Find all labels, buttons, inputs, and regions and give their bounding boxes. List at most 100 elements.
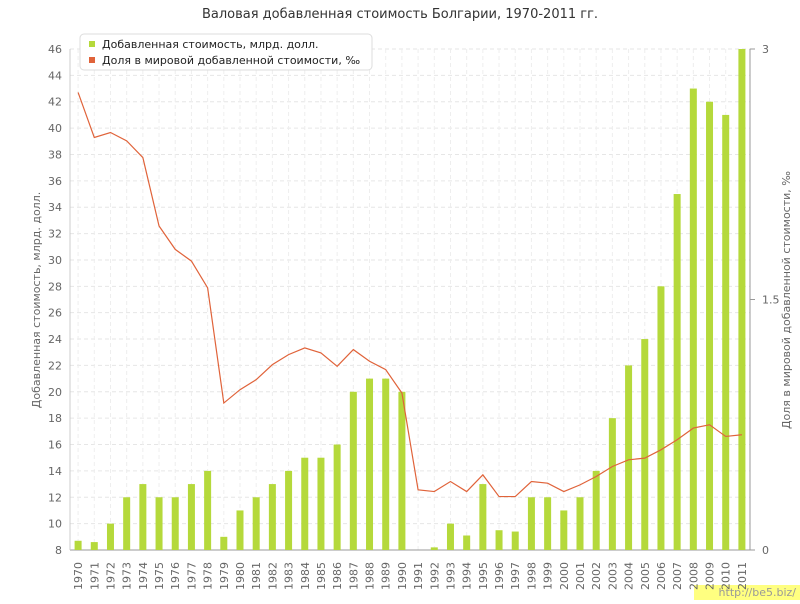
bar — [349, 391, 357, 550]
y-axis-label: Добавленная стоимость, млрд. долл. — [30, 192, 43, 408]
x-tick-label: 1993 — [444, 562, 457, 590]
bar — [155, 497, 163, 550]
y-tick-label: 22 — [48, 359, 62, 372]
x-tick-label: 1989 — [380, 562, 393, 590]
y-tick-label: 16 — [48, 439, 62, 452]
bar — [268, 484, 276, 550]
x-tick-label: 2001 — [574, 562, 587, 590]
bar — [738, 49, 746, 550]
bar — [366, 378, 374, 550]
bar — [625, 365, 633, 550]
x-tick-label: 1985 — [315, 562, 328, 590]
x-tick-label: 1977 — [185, 562, 198, 590]
bar — [446, 523, 454, 550]
bar — [171, 497, 179, 550]
legend-swatch — [89, 41, 95, 47]
x-tick-label: 1979 — [218, 562, 231, 590]
y-tick-label: 8 — [55, 544, 62, 557]
bar — [527, 497, 535, 550]
y-tick-label: 28 — [48, 280, 62, 293]
watermark-bg — [694, 585, 800, 600]
y-tick-label: 20 — [48, 386, 62, 399]
legend: Добавленная стоимость, млрд. долл. Доля в… — [79, 33, 373, 71]
x-tick-label: 1998 — [525, 562, 538, 590]
x-tick-label: 2011 — [736, 562, 749, 590]
bar — [139, 484, 147, 550]
line — [77, 92, 742, 498]
legend-label: Доля в мировой добавленной стоимости, ‰ — [102, 54, 360, 67]
x-tick-label: 1981 — [250, 562, 263, 590]
x-tick-label: 1988 — [364, 562, 377, 590]
x-tick-label: 1974 — [137, 562, 150, 590]
x-tick-label: 1996 — [493, 562, 506, 590]
x-tick-label: 1972 — [104, 562, 117, 590]
bar — [673, 194, 681, 551]
y-tick-label: 14 — [48, 465, 62, 478]
bar — [560, 510, 568, 550]
bar — [236, 510, 244, 550]
bar — [382, 378, 390, 550]
bar — [252, 497, 260, 550]
y-tick-label: 30 — [48, 254, 62, 267]
x-tick-label: 1983 — [283, 562, 296, 590]
bar — [722, 114, 730, 550]
chart-title: Валовая добавленная стоимость Болгарии, … — [202, 7, 598, 22]
bar — [657, 286, 665, 550]
y-tick-label: 44 — [48, 69, 62, 82]
bar — [576, 497, 584, 550]
bar — [90, 542, 98, 550]
y-tick-label: 34 — [48, 201, 62, 214]
x-tick-label: 1997 — [509, 562, 522, 590]
x-tick-label: 1970 — [72, 562, 85, 590]
bar — [187, 484, 195, 550]
bar — [463, 535, 471, 550]
y-tick-label: 40 — [48, 122, 62, 135]
y-tick-label: 36 — [48, 175, 62, 188]
x-tick-label: 2005 — [639, 562, 652, 590]
x-tick-label: 1999 — [542, 562, 555, 590]
bar — [204, 470, 212, 550]
y2-tick-label: 1.5 — [762, 294, 780, 307]
bar — [706, 101, 714, 550]
plot-area — [70, 49, 750, 550]
y-tick-label: 38 — [48, 148, 62, 161]
x-tick-label: 1973 — [121, 562, 134, 590]
x-tick-label: 1971 — [88, 562, 101, 590]
bar — [398, 391, 406, 550]
bar — [430, 547, 438, 550]
x-tick-label: 1975 — [153, 562, 166, 590]
x-tick-label: 1980 — [234, 562, 247, 590]
bar — [689, 88, 697, 550]
x-tick-label: 2008 — [687, 562, 700, 590]
x-tick-label: 2000 — [558, 562, 571, 590]
x-tick-label: 2009 — [704, 562, 717, 590]
y-tick-label: 12 — [48, 491, 62, 504]
x-tick-label: 2003 — [606, 562, 619, 590]
legend-swatch — [89, 57, 95, 63]
x-tick-label: 1986 — [331, 562, 344, 590]
bar — [301, 457, 309, 550]
x-tick-label: 1984 — [299, 562, 312, 590]
x-tick-label: 1978 — [202, 562, 215, 590]
y-tick-label: 26 — [48, 307, 62, 320]
x-tick-label: 2004 — [623, 562, 636, 590]
x-tick-label: 2007 — [671, 562, 684, 590]
x-tick-label: 1995 — [477, 562, 490, 590]
legend-box — [79, 33, 373, 71]
x-tick-label: 2006 — [655, 562, 668, 590]
y-tick-label: 10 — [48, 518, 62, 531]
bar — [285, 470, 293, 550]
y2-tick-label: 0 — [762, 544, 769, 557]
watermark: http://be5.biz/ — [719, 586, 797, 599]
y-tick-label: 32 — [48, 228, 62, 241]
legend-label: Добавленная стоимость, млрд. долл. — [102, 38, 318, 51]
bar — [333, 444, 341, 550]
bar — [123, 497, 131, 550]
bar — [74, 540, 82, 550]
bar — [608, 418, 616, 550]
x-tick-label: 1992 — [428, 562, 441, 590]
bar — [641, 339, 649, 550]
y-tick-label: 42 — [48, 96, 62, 109]
bar — [220, 536, 228, 550]
